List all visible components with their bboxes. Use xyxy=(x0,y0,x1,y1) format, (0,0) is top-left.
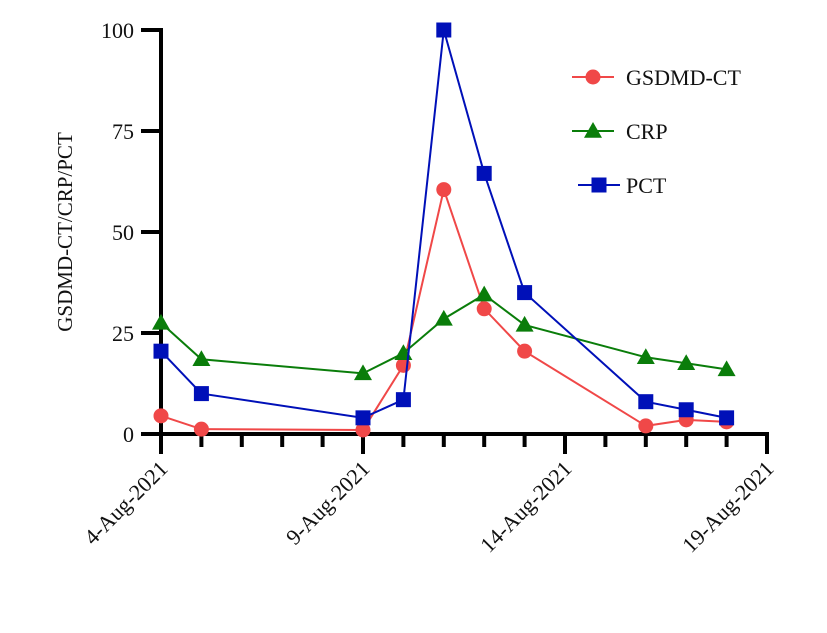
y-tick-label: 75 xyxy=(112,119,134,144)
x-tick-label: 4-Aug-2021 xyxy=(79,456,173,550)
data-point-pct xyxy=(395,392,411,408)
x-tick-label: 19-Aug-2021 xyxy=(677,456,779,558)
data-point-crp xyxy=(475,285,494,302)
series-line-crp xyxy=(160,293,727,375)
series-pct xyxy=(153,22,735,426)
data-point-gsdmd-ct xyxy=(476,301,492,317)
y-tick-label: 25 xyxy=(112,321,134,346)
data-point-gsdmd-ct xyxy=(436,182,452,198)
data-point-pct xyxy=(193,386,209,402)
axes: 0 25 50 75 100 4-Aug-2021 9-Aug-2021 14-Aug-202… xyxy=(79,18,779,557)
data-point-pct xyxy=(436,22,452,38)
series-crp xyxy=(152,285,736,381)
legend-item-pct: PCT xyxy=(578,173,667,198)
data-point-pct xyxy=(638,394,654,410)
data-point-crp xyxy=(717,360,736,377)
y-tick-label: 100 xyxy=(101,18,134,43)
data-point-pct xyxy=(355,410,371,426)
data-point-gsdmd-ct xyxy=(193,421,209,437)
series-line-gsdmd-ct xyxy=(160,185,727,431)
data-point-crp xyxy=(515,315,534,332)
data-point-pct xyxy=(678,402,694,418)
data-point-pct xyxy=(153,343,169,359)
data-point-crp xyxy=(677,354,696,371)
legend-label-crp: CRP xyxy=(626,119,668,144)
y-tick-label: 0 xyxy=(123,422,134,447)
legend-label-pct: PCT xyxy=(626,173,667,198)
y-axis-title: GSDMD-CT/CRP/PCT xyxy=(53,132,77,332)
legend-marker-gsdmd-ct xyxy=(585,69,601,85)
legend-marker-crp xyxy=(584,122,602,138)
x-tick-label: 14-Aug-2021 xyxy=(475,456,577,558)
legend-marker-pct xyxy=(591,177,607,193)
x-tick-label: 9-Aug-2021 xyxy=(281,456,375,550)
data-point-crp xyxy=(636,348,655,364)
legend-label-gsdmd-ct: GSDMD-CT xyxy=(626,65,741,90)
legend-item-crp: CRP xyxy=(572,119,668,144)
data-point-pct xyxy=(517,285,533,301)
series-layer xyxy=(152,22,736,438)
data-point-gsdmd-ct xyxy=(153,408,169,424)
data-point-crp xyxy=(434,309,453,326)
data-point-pct xyxy=(476,165,492,181)
data-point-crp xyxy=(354,364,372,381)
data-point-gsdmd-ct xyxy=(355,422,371,438)
data-point-gsdmd-ct xyxy=(638,418,654,434)
data-point-pct xyxy=(719,410,735,426)
data-point-crp xyxy=(152,313,170,330)
legend-item-gsdmd-ct: GSDMD-CT xyxy=(572,65,741,90)
y-tick-label: 50 xyxy=(112,220,134,245)
series-line-pct xyxy=(160,29,727,419)
legend: GSDMD-CT CRP PCT xyxy=(572,65,741,198)
data-point-crp xyxy=(192,350,211,367)
data-point-gsdmd-ct xyxy=(517,343,533,359)
